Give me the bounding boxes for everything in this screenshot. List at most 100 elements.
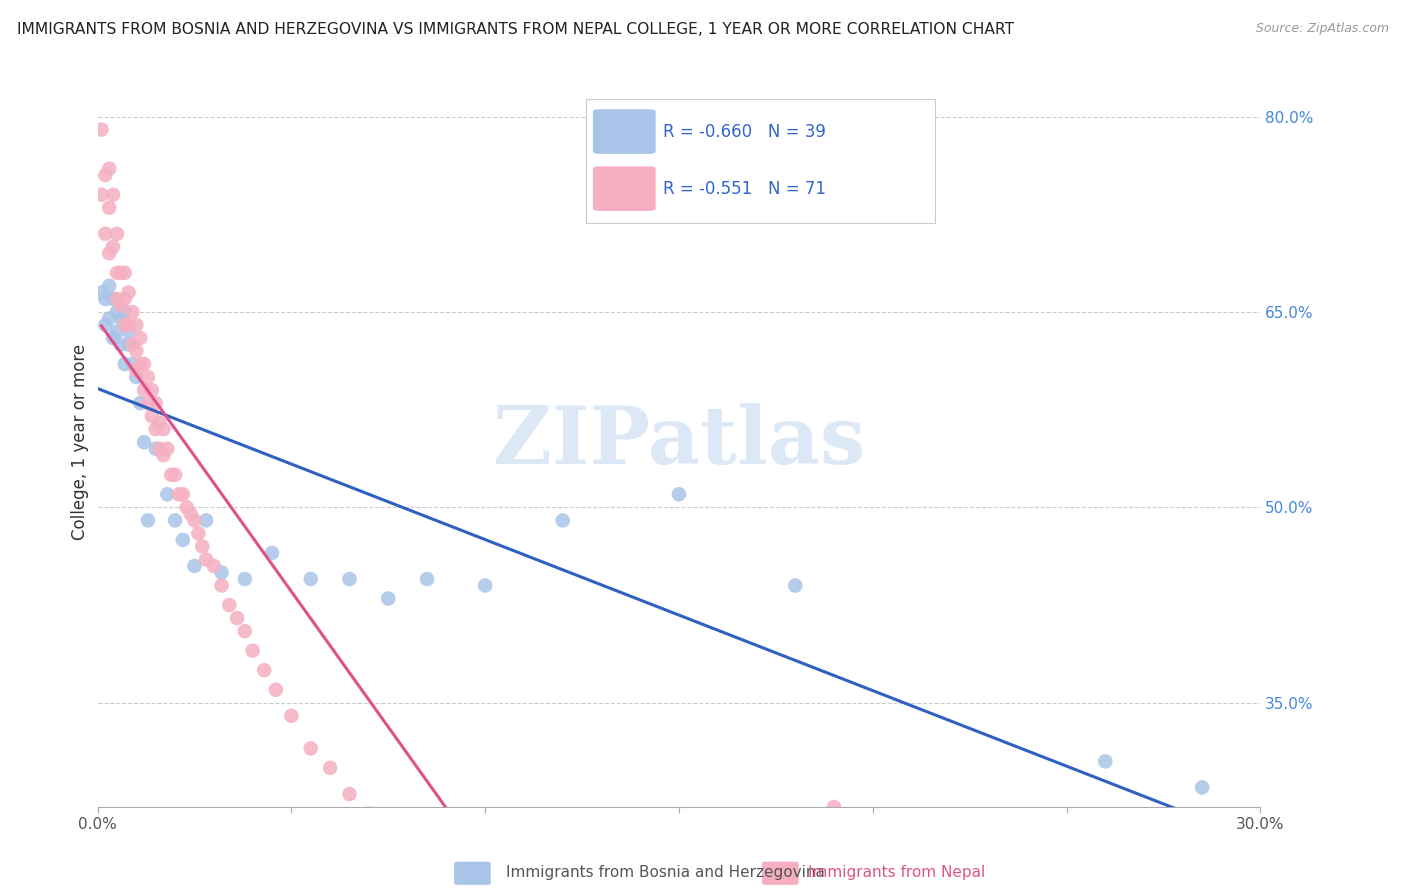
- Text: IMMIGRANTS FROM BOSNIA AND HERZEGOVINA VS IMMIGRANTS FROM NEPAL COLLEGE, 1 YEAR : IMMIGRANTS FROM BOSNIA AND HERZEGOVINA V…: [17, 22, 1014, 37]
- Point: [98, 246, 121, 260]
- Point: [195, 552, 218, 566]
- Point: [136, 370, 159, 384]
- Point: [117, 285, 139, 300]
- Point: [551, 513, 574, 527]
- Point: [416, 865, 439, 880]
- Point: [396, 846, 419, 860]
- Point: [474, 578, 496, 592]
- Point: [165, 467, 187, 482]
- Point: [187, 526, 209, 541]
- Point: [785, 578, 807, 592]
- Point: [377, 826, 399, 840]
- Point: [152, 448, 174, 462]
- Point: [145, 396, 167, 410]
- Point: [90, 187, 112, 202]
- Point: [94, 227, 117, 241]
- Point: [136, 396, 159, 410]
- Point: [90, 285, 112, 300]
- Point: [339, 572, 361, 586]
- Point: [125, 344, 148, 359]
- Point: [172, 533, 194, 547]
- Point: [110, 298, 132, 312]
- Point: [98, 278, 121, 293]
- Point: [156, 487, 179, 501]
- Point: [149, 416, 172, 430]
- Point: [165, 513, 187, 527]
- Point: [101, 331, 124, 345]
- Point: [668, 487, 690, 501]
- Point: [132, 383, 155, 397]
- Point: [160, 467, 183, 482]
- Point: [105, 266, 128, 280]
- Point: [242, 643, 264, 657]
- Point: [101, 187, 124, 202]
- Point: [114, 266, 136, 280]
- Point: [377, 591, 399, 606]
- Point: [434, 885, 457, 892]
- Point: [253, 663, 276, 677]
- Point: [105, 227, 128, 241]
- Point: [260, 546, 283, 560]
- Point: [114, 305, 136, 319]
- Point: [125, 363, 148, 377]
- Point: [121, 305, 143, 319]
- Point: [264, 682, 287, 697]
- Point: [167, 487, 190, 501]
- Point: [183, 558, 205, 573]
- Point: [152, 422, 174, 436]
- Point: [129, 357, 152, 371]
- Point: [117, 337, 139, 351]
- Point: [110, 337, 132, 351]
- Point: [1094, 755, 1116, 769]
- Point: [226, 611, 249, 625]
- Point: [233, 572, 256, 586]
- Point: [94, 168, 117, 182]
- Point: [202, 558, 225, 573]
- Point: [136, 513, 159, 527]
- Point: [172, 487, 194, 501]
- Y-axis label: College, 1 year or more: College, 1 year or more: [72, 344, 89, 541]
- Point: [357, 806, 380, 821]
- Point: [105, 325, 128, 339]
- Point: [1191, 780, 1213, 795]
- Point: [141, 409, 163, 424]
- Point: [94, 318, 117, 332]
- Point: [117, 318, 139, 332]
- Point: [339, 787, 361, 801]
- Point: [110, 311, 132, 326]
- Text: ZIPatlas: ZIPatlas: [494, 403, 865, 481]
- Point: [145, 422, 167, 436]
- Point: [823, 800, 845, 814]
- Text: Immigrants from Nepal: Immigrants from Nepal: [808, 865, 986, 880]
- Point: [129, 396, 152, 410]
- Point: [141, 383, 163, 397]
- Point: [176, 500, 198, 515]
- Point: [114, 292, 136, 306]
- Point: [129, 331, 152, 345]
- Point: [149, 442, 172, 456]
- Point: [105, 292, 128, 306]
- Point: [125, 370, 148, 384]
- Point: [114, 318, 136, 332]
- Text: Source: ZipAtlas.com: Source: ZipAtlas.com: [1256, 22, 1389, 36]
- Point: [132, 435, 155, 450]
- Point: [145, 442, 167, 456]
- Point: [114, 357, 136, 371]
- Point: [101, 240, 124, 254]
- Point: [98, 161, 121, 176]
- Point: [110, 266, 132, 280]
- Point: [195, 513, 218, 527]
- Point: [98, 311, 121, 326]
- Point: [191, 540, 214, 554]
- Point: [121, 357, 143, 371]
- Point: [156, 442, 179, 456]
- Point: [117, 325, 139, 339]
- Point: [125, 318, 148, 332]
- Point: [416, 572, 439, 586]
- Point: [121, 337, 143, 351]
- Point: [90, 122, 112, 136]
- Point: [180, 507, 202, 521]
- Point: [211, 578, 233, 592]
- Point: [94, 292, 117, 306]
- Point: [98, 201, 121, 215]
